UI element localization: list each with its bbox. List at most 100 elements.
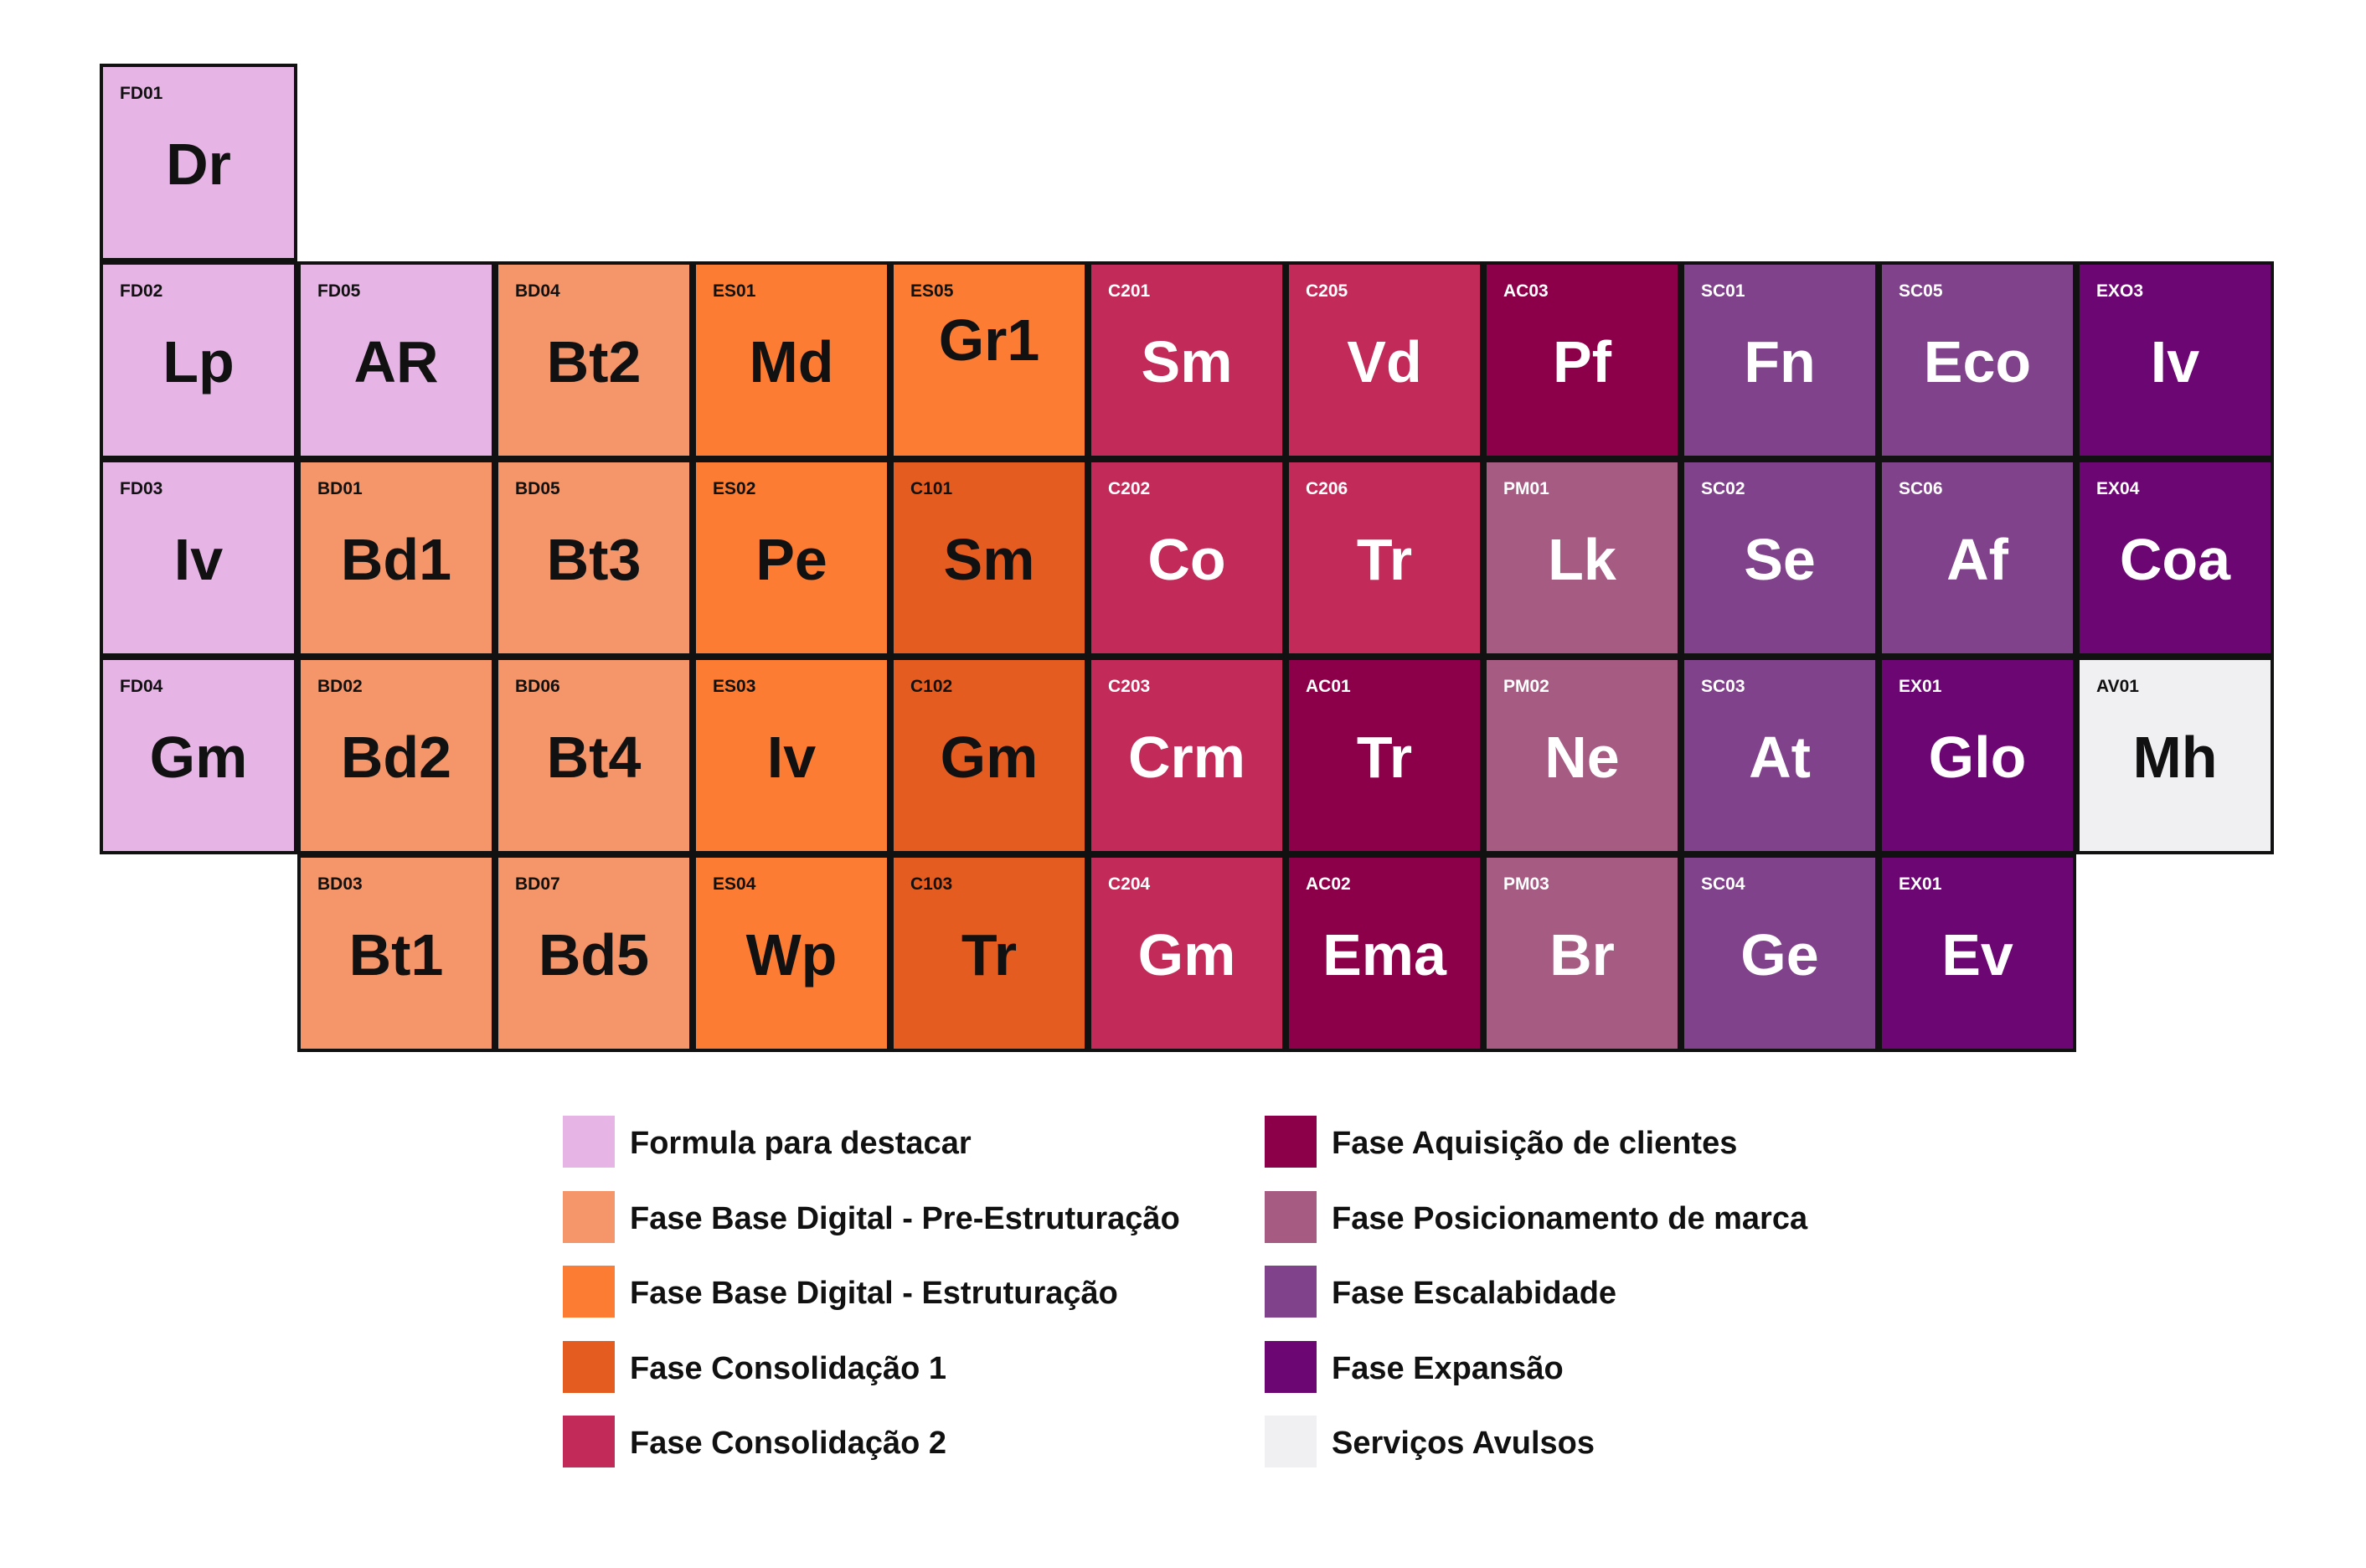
element-cell-bd02: BD02 Bd2 <box>297 657 495 854</box>
element-symbol: Glo <box>1928 725 2027 790</box>
element-code: ES02 <box>713 479 756 498</box>
element-code: PM03 <box>1503 874 1549 894</box>
legend-label: Fase Expansão <box>1332 1351 1564 1386</box>
element-code: SC05 <box>1899 281 1943 301</box>
element-code: FD01 <box>120 84 163 103</box>
element-cell-ex01: EX01 Glo <box>1879 657 2076 854</box>
element-symbol: Gm <box>940 725 1039 790</box>
element-cell-ac02: AC02 Ema <box>1286 854 1483 1052</box>
element-code: SC02 <box>1701 479 1745 498</box>
element-code: SC01 <box>1701 281 1745 301</box>
legend-label: Formula para destacar <box>630 1126 972 1161</box>
element-cell-es05: ES05 Gr1 <box>890 261 1088 459</box>
element-code: FD04 <box>120 677 163 696</box>
element-cell-fd04: FD04 Gm <box>100 657 297 854</box>
element-symbol: Ge <box>1740 922 1819 988</box>
element-cell-ac03: AC03 Pf <box>1483 261 1681 459</box>
legend-label: Fase Base Digital - Pre-Estruturação <box>630 1201 1180 1236</box>
element-code: C203 <box>1108 677 1151 696</box>
element-cell-sc05: SC05 Eco <box>1879 261 2076 459</box>
element-symbol: Gr1 <box>938 307 1040 373</box>
element-symbol: Ev <box>1941 922 2013 988</box>
legend-swatch <box>563 1341 615 1393</box>
element-symbol: Sm <box>1141 329 1233 395</box>
element-cell-av01: AV01 Mh <box>2076 657 2274 854</box>
element-code: AC02 <box>1306 874 1351 894</box>
element-symbol: Fn <box>1744 329 1816 395</box>
element-cell-fd01: FD01 Dr <box>100 64 297 261</box>
element-symbol: Tr <box>1356 527 1413 592</box>
element-cell-c101: C101 Sm <box>890 459 1088 657</box>
legend-swatch <box>563 1191 615 1243</box>
element-cell-es02: ES02 Pe <box>693 459 890 657</box>
element-cell-exo3: EXO3 Iv <box>2076 261 2274 459</box>
element-code: SC06 <box>1899 479 1943 498</box>
element-symbol: Bt1 <box>348 922 444 988</box>
legend-swatch <box>563 1266 615 1318</box>
element-symbol: Iv <box>173 527 224 592</box>
element-code: BD07 <box>515 874 560 894</box>
element-symbol: Tr <box>1356 725 1413 790</box>
element-code: ES05 <box>910 281 954 301</box>
element-symbol: Mh <box>2132 725 2218 790</box>
element-symbol: Eco <box>1923 329 2032 395</box>
element-code: BD03 <box>317 874 363 894</box>
element-symbol: Co <box>1147 527 1226 592</box>
element-cell-es01: ES01 Md <box>693 261 890 459</box>
element-code: EX01 <box>1899 677 1942 696</box>
element-code: FD05 <box>317 281 361 301</box>
periodic-table: FD01 Dr FD02 Lp FD05 AR BD04 Bt2 ES01 Md ES05 Gr1 C2… <box>100 64 2274 1052</box>
element-symbol: Bt3 <box>546 527 642 592</box>
element-code: AC03 <box>1503 281 1549 301</box>
element-code: EX04 <box>2096 479 2140 498</box>
element-symbol: AR <box>353 329 439 395</box>
element-cell-ex04: EX04 Coa <box>2076 459 2274 657</box>
element-code: SC03 <box>1701 677 1745 696</box>
element-code: BD05 <box>515 479 560 498</box>
element-code: SC04 <box>1701 874 1745 894</box>
element-symbol: Bt2 <box>546 329 642 395</box>
element-symbol: Md <box>749 329 834 395</box>
legend-label: Fase Consolidação 1 <box>630 1351 947 1386</box>
element-symbol: Ne <box>1544 725 1620 790</box>
legend-label: Fase Consolidação 2 <box>630 1426 947 1461</box>
element-code: ES03 <box>713 677 756 696</box>
legend-swatch <box>1265 1266 1317 1318</box>
element-cell-bd01: BD01 Bd1 <box>297 459 495 657</box>
element-symbol: Se <box>1744 527 1816 592</box>
element-cell-bd07: BD07 Bd5 <box>495 854 693 1052</box>
element-symbol: Iv <box>766 725 817 790</box>
element-symbol: Bt4 <box>546 725 642 790</box>
element-cell-bd03: BD03 Bt1 <box>297 854 495 1052</box>
element-symbol: Sm <box>943 527 1035 592</box>
legend-label: Fase Escalabidade <box>1332 1276 1617 1311</box>
element-cell-c203: C203 Crm <box>1088 657 1286 854</box>
legend-label: Fase Posicionamento de marca <box>1332 1201 1808 1236</box>
element-code: AC01 <box>1306 677 1351 696</box>
element-cell-pm01: PM01 Lk <box>1483 459 1681 657</box>
element-symbol: Coa <box>2119 527 2231 592</box>
element-symbol: Gm <box>1137 922 1236 988</box>
element-cell-c202: C202 Co <box>1088 459 1286 657</box>
element-symbol: Af <box>1946 527 2008 592</box>
element-symbol: Wp <box>745 922 838 988</box>
element-code: BD01 <box>317 479 363 498</box>
element-cell-bd06: BD06 Bt4 <box>495 657 693 854</box>
element-symbol: Pe <box>755 527 827 592</box>
element-code: ES04 <box>713 874 756 894</box>
element-cell-pm03: PM03 Br <box>1483 854 1681 1052</box>
element-cell-ac01: AC01 Tr <box>1286 657 1483 854</box>
element-code: C201 <box>1108 281 1151 301</box>
element-cell-ex01: EX01 Ev <box>1879 854 2076 1052</box>
element-code: PM02 <box>1503 677 1549 696</box>
element-symbol: Dr <box>166 132 231 197</box>
element-cell-es03: ES03 Iv <box>693 657 890 854</box>
element-cell-sc02: SC02 Se <box>1681 459 1879 657</box>
legend-label: Fase Aquisição de clientes <box>1332 1126 1738 1161</box>
element-cell-bd05: BD05 Bt3 <box>495 459 693 657</box>
element-code: BD06 <box>515 677 560 696</box>
element-symbol: Crm <box>1127 725 1246 790</box>
legend-swatch <box>1265 1191 1317 1243</box>
element-symbol: Vd <box>1347 329 1422 395</box>
element-cell-fd05: FD05 AR <box>297 261 495 459</box>
